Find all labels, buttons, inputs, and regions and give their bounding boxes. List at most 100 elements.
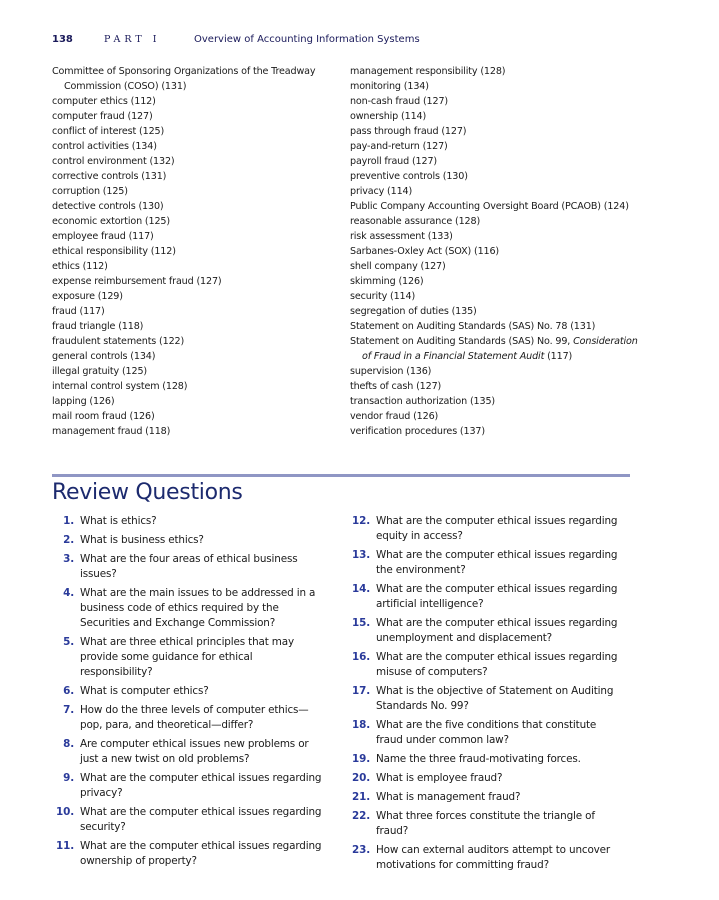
section-heading: Review Questions [52, 480, 243, 505]
question-text: What are the computer ethical issues reg… [80, 840, 322, 867]
question-number: 7. [63, 704, 74, 716]
term-text: (117) [544, 351, 573, 362]
term: non-cash fraud (127) [350, 96, 448, 107]
term: lapping (126) [52, 396, 115, 407]
question-number: 19. [352, 753, 370, 765]
question-number: 16. [352, 651, 370, 663]
question-item: 13. What are the computer ethical issues … [348, 548, 618, 578]
term: computer ethics (112) [52, 96, 156, 107]
term: fraud (117) [52, 306, 105, 317]
questions-right: 12. What are the computer ethical issues … [348, 514, 618, 877]
question-text: What are the computer ethical issues reg… [376, 583, 618, 610]
question-text: What are the computer ethical issues reg… [80, 806, 322, 833]
question-number: 11. [56, 840, 74, 852]
part-label: PART I [104, 34, 161, 45]
question-text: What are the main issues to be addressed… [80, 587, 316, 629]
term-text-italic: Consideration [573, 336, 638, 347]
question-number: 3. [63, 553, 74, 565]
question-number: 18. [352, 719, 370, 731]
term-text-italic: of Fraud in a Financial Statement Audit [362, 351, 545, 362]
term: Public Company Accounting Oversight Boar… [350, 201, 629, 212]
question-item: 1. What is ethics? [52, 514, 322, 529]
question-number: 21. [352, 791, 370, 803]
question-text: What is employee fraud? [376, 772, 503, 784]
question-item: 5. What are three ethical principles that… [52, 635, 322, 680]
term-text: Statement on Auditing Standards (SAS) No… [350, 336, 574, 347]
question-number: 23. [352, 844, 370, 856]
question-number: 13. [352, 549, 370, 561]
question-item: 18. What are the five conditions that con… [348, 718, 618, 748]
question-number: 22. [352, 810, 370, 822]
question-number: 6. [63, 685, 74, 697]
term: preventive controls (130) [350, 171, 468, 182]
question-text: What are the computer ethical issues reg… [376, 515, 618, 542]
question-number: 8. [63, 738, 74, 750]
question-text: Are computer ethical issues new problems… [80, 738, 309, 765]
term: risk assessment (133) [350, 231, 453, 242]
term: pay-and-return (127) [350, 141, 448, 152]
question-text: What is business ethics? [80, 534, 204, 546]
term: ownership (114) [350, 111, 427, 122]
question-number: 5. [63, 636, 74, 648]
term: vendor fraud (126) [350, 411, 439, 422]
question-text: What three forces constitute the triangl… [376, 810, 595, 837]
question-item: 22. What three forces constitute the tria… [348, 809, 618, 839]
term: ethics (112) [52, 261, 108, 272]
term: control activities (134) [52, 141, 157, 152]
question-text: What are the computer ethical issues reg… [376, 617, 618, 644]
question-item: 7. How do the three levels of computer et… [52, 703, 322, 733]
term: mail room fraud (126) [52, 411, 155, 422]
question-text: What are the four areas of ethical busin… [80, 553, 298, 580]
term: skimming (126) [350, 276, 424, 287]
question-text: How do the three levels of computer ethi… [80, 704, 309, 731]
term: control environment (132) [52, 156, 175, 167]
question-item: 6. What is computer ethics? [52, 684, 322, 699]
term: ethical responsibility (112) [52, 246, 176, 257]
term-continued: of Fraud in a Financial Statement Audit … [350, 349, 638, 364]
term: internal control system (128) [52, 381, 188, 392]
term: fraud triangle (118) [52, 321, 144, 332]
term: thefts of cash (127) [350, 381, 442, 392]
question-text: What is the objective of Statement on Au… [376, 685, 614, 712]
term: corruption (125) [52, 186, 128, 197]
term: corrective controls (131) [52, 171, 167, 182]
question-number: 9. [63, 772, 74, 784]
question-number: 12. [352, 515, 370, 527]
question-item: 15. What are the computer ethical issues … [348, 616, 618, 646]
question-text: What is management fraud? [376, 791, 521, 803]
question-number: 2. [63, 534, 74, 546]
question-item: 12. What are the computer ethical issues … [348, 514, 618, 544]
key-terms-right: management responsibility (128) monitori… [350, 64, 638, 439]
chapter-title: Overview of Accounting Information Syste… [194, 34, 420, 45]
term: general controls (134) [52, 351, 156, 362]
question-text: What are the five conditions that consti… [376, 719, 597, 746]
term: Committee of Sponsoring Organizations of… [52, 66, 316, 77]
question-item: 10. What are the computer ethical issues … [52, 805, 322, 835]
running-header: 138 PART I Overview of Accounting Informat… [52, 34, 420, 45]
term: illegal gratuity (125) [52, 366, 147, 377]
question-item: 14. What are the computer ethical issues … [348, 582, 618, 612]
question-text: What are three ethical principles that m… [80, 636, 294, 678]
term: transaction authorization (135) [350, 396, 496, 407]
question-item: 19. Name the three fraud-motivating force… [348, 752, 618, 767]
term: fraudulent statements (122) [52, 336, 185, 347]
question-text: Name the three fraud-motivating forces. [376, 753, 581, 765]
term: management fraud (118) [52, 426, 171, 437]
questions-left: 1. What is ethics? 2. What is business ethi… [52, 514, 322, 873]
question-number: 10. [56, 806, 74, 818]
question-text: What are the computer ethical issues reg… [376, 651, 618, 678]
term: management responsibility (128) [350, 66, 506, 77]
term: Statement on Auditing Standards (SAS) No… [350, 321, 596, 332]
term: shell company (127) [350, 261, 446, 272]
term: monitoring (134) [350, 81, 429, 92]
term: payroll fraud (127) [350, 156, 437, 167]
term: pass through fraud (127) [350, 126, 467, 137]
term: expense reimbursement fraud (127) [52, 276, 222, 287]
question-item: 17. What is the objective of Statement on… [348, 684, 618, 714]
question-number: 4. [63, 587, 74, 599]
term: reasonable assurance (128) [350, 216, 481, 227]
term: computer fraud (127) [52, 111, 153, 122]
term: verification procedures (137) [350, 426, 485, 437]
question-item: 16. What are the computer ethical issues … [348, 650, 618, 680]
